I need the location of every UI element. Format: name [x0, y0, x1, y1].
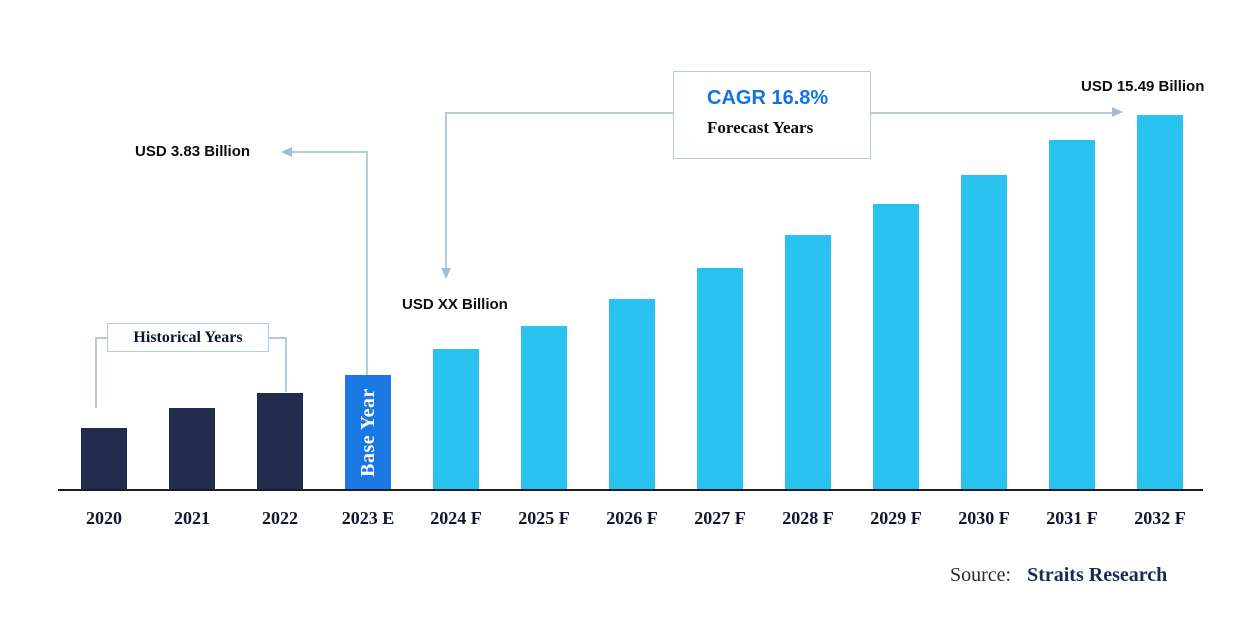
source-name: Straits Research [1027, 564, 1168, 586]
bar-2025-f [521, 326, 567, 490]
forecast-years-label: Forecast Years [707, 118, 814, 137]
x-label-2023-e: 2023 E [341, 508, 395, 528]
bracket-left-vertical [95, 337, 97, 408]
x-label-2021: 2021 [174, 508, 210, 528]
connector-cagr-left-vertical [445, 112, 447, 270]
bracket-left-stub [95, 337, 107, 339]
x-label-2024-f: 2024 F [430, 508, 482, 528]
connector-cagr-right-horizontal [871, 112, 1112, 114]
value-label-2024: USD XX Billion [402, 296, 508, 313]
x-label-2031-f: 2031 F [1046, 508, 1098, 528]
source-line: Source: Straits Research [950, 564, 1167, 587]
x-label-2022: 2022 [262, 508, 298, 528]
x-label-2030-f: 2030 F [958, 508, 1010, 528]
bar-2027-f [697, 268, 743, 490]
source-label: Source: [950, 564, 1012, 586]
x-label-2020: 2020 [86, 508, 122, 528]
bar-2023-e [345, 375, 391, 490]
x-label-2025-f: 2025 F [518, 508, 570, 528]
cagr-box: CAGR 16.8% Forecast Years [673, 71, 871, 159]
x-axis-line [58, 489, 1203, 491]
connector-2023-vertical [366, 151, 368, 375]
bar-2020 [81, 428, 127, 490]
x-label-2028-f: 2028 F [782, 508, 834, 528]
bar-2031-f [1049, 140, 1095, 490]
connector-2023-horizontal [290, 151, 368, 153]
bracket-right-vertical [285, 337, 287, 392]
bar-2026-f [609, 299, 655, 490]
arrowhead-right-icon [1112, 107, 1123, 117]
x-label-2029-f: 2029 F [870, 508, 922, 528]
x-label-2027-f: 2027 F [694, 508, 746, 528]
bar-2022 [257, 393, 303, 490]
bar-2028-f [785, 235, 831, 490]
bar-2029-f [873, 204, 919, 490]
bracket-right-stub [269, 337, 287, 339]
x-label-2032-f: 2032 F [1134, 508, 1186, 528]
bar-2032-f [1137, 115, 1183, 490]
value-label-2032: USD 15.49 Billion [1081, 78, 1205, 95]
bar-2030-f [961, 175, 1007, 490]
cagr-value: CAGR 16.8% [707, 87, 829, 109]
value-label-2023: USD 3.83 Billion [135, 143, 251, 160]
connector-cagr-left-horizontal [446, 112, 673, 114]
base-year-label: Base Year [356, 387, 379, 477]
arrowhead-down-icon [441, 268, 451, 279]
bar-2024-f [433, 349, 479, 490]
x-label-2026-f: 2026 F [606, 508, 658, 528]
historical-years-label: Historical Years [133, 328, 243, 346]
bar-2021 [169, 408, 215, 490]
historical-years-box: Historical Years [107, 323, 269, 352]
arrowhead-left-icon [281, 147, 292, 157]
